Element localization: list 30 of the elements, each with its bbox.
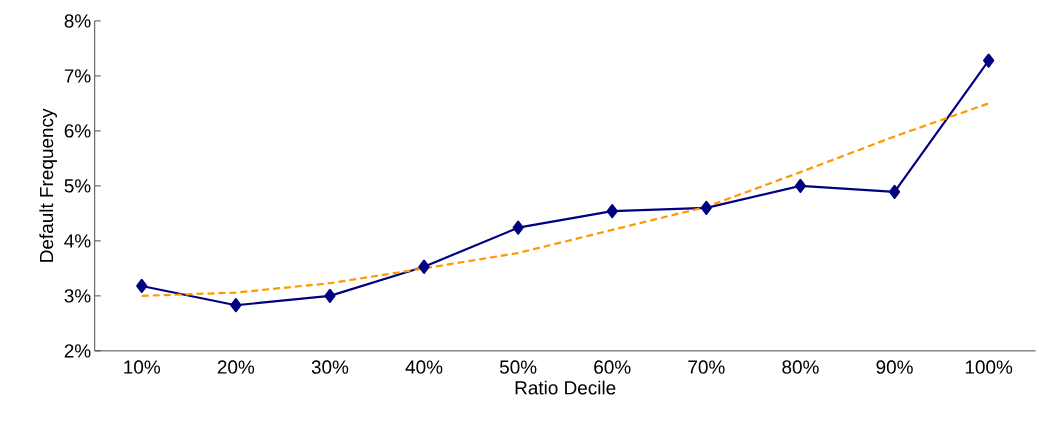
x-tick-label: 20% bbox=[217, 360, 255, 374]
line-series bbox=[140, 102, 990, 298]
x-axis-title: Ratio Decile bbox=[515, 380, 616, 395]
y-tick-label: 8% bbox=[64, 14, 91, 28]
y-tick-label: 5% bbox=[64, 179, 91, 193]
x-tick-label: 60% bbox=[594, 360, 631, 374]
point bbox=[888, 185, 901, 200]
point bbox=[136, 279, 148, 294]
x-tick-label: 10% bbox=[124, 360, 161, 374]
y-tick-label: 7% bbox=[64, 69, 91, 83]
point bbox=[230, 298, 242, 313]
x-tick-label: 90% bbox=[876, 360, 913, 374]
point bbox=[794, 179, 807, 194]
point bbox=[418, 259, 430, 275]
x-tick-label: 40% bbox=[405, 360, 443, 374]
y-tick-label: 4% bbox=[64, 234, 91, 248]
x-tick-label: 50% bbox=[499, 360, 537, 374]
y-tick-label: 3% bbox=[64, 289, 91, 303]
point bbox=[512, 220, 524, 235]
point bbox=[606, 204, 618, 219]
y-axis-title: Default Frequency bbox=[39, 108, 57, 262]
x-tick-label: 30% bbox=[311, 360, 349, 374]
y-tick-label: 6% bbox=[64, 124, 91, 138]
x-tick-label: 100% bbox=[965, 360, 1013, 374]
x-tick-label: 70% bbox=[688, 360, 725, 374]
point bbox=[983, 53, 995, 68]
x-tick-label: 80% bbox=[782, 360, 819, 374]
point bbox=[700, 201, 712, 216]
point bbox=[324, 288, 336, 304]
y-tick-label: 2% bbox=[64, 344, 91, 358]
